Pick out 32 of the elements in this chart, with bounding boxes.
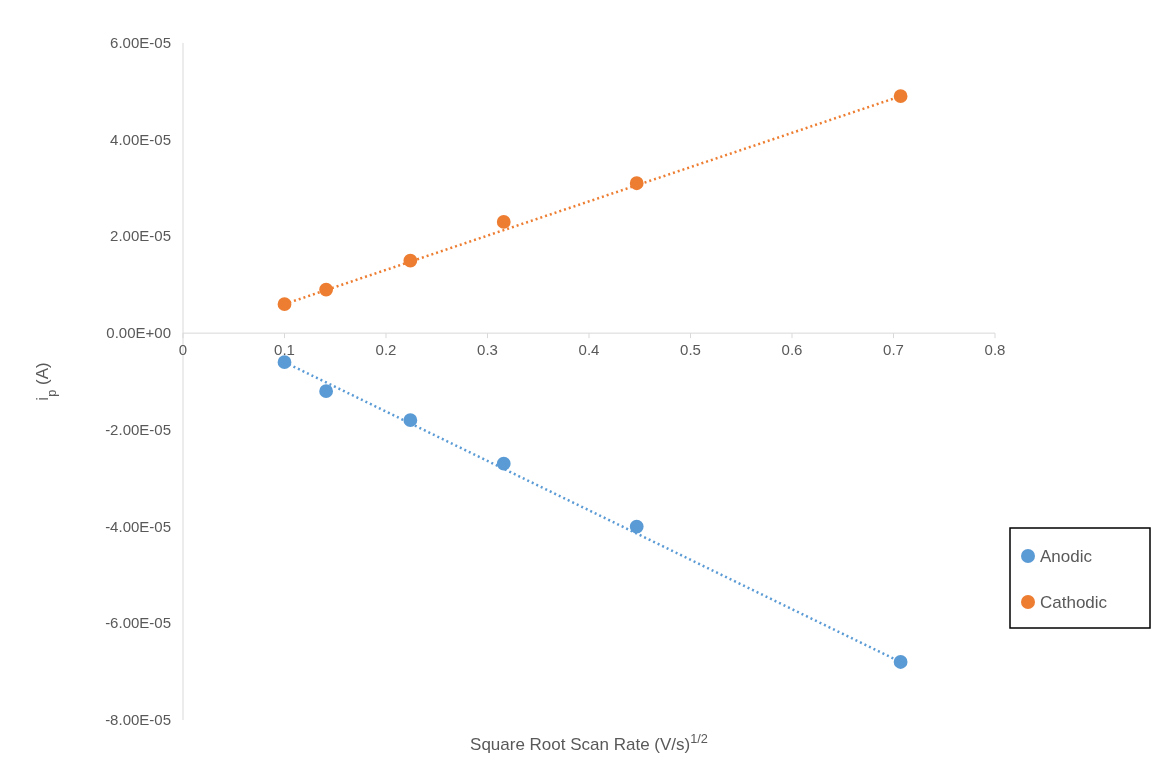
x-tick-label: 0.6 [781, 341, 803, 359]
y-tick-label: -8.00E-05 [105, 711, 171, 728]
point [893, 655, 908, 669]
point [496, 215, 511, 229]
x-tick-label: 0.5 [680, 341, 701, 359]
y-tick-label: -4.00E-05 [105, 517, 171, 535]
x-tick-label: 0.1 [274, 341, 295, 359]
point [319, 282, 334, 297]
point [629, 176, 644, 191]
x-tick-label: 0.2 [375, 341, 397, 359]
legend-label: Anodic [1040, 547, 1093, 566]
y-tick-label: -2.00E-05 [105, 420, 171, 438]
x-tick-label: 0.8 [984, 341, 1006, 359]
x-tick-label: 0 [178, 341, 188, 359]
point [277, 355, 292, 370]
point [403, 253, 418, 268]
point [893, 89, 908, 104]
y-tick-label: 0.00E+00 [106, 324, 171, 342]
x-tick-label: 0.3 [477, 341, 498, 359]
legend-label: Cathodic [1040, 593, 1108, 612]
x-tick-label: 0.4 [578, 341, 600, 359]
x-axis-title: Square Root Scan Rate (V/s)$^{1/2}$ [470, 730, 708, 754]
point [277, 297, 292, 312]
point [496, 456, 511, 471]
y-tick-label: 4.00E-05 [110, 130, 171, 148]
y-tick-label: -6.00E-05 [105, 614, 171, 632]
y-tick-label: 2.00E-05 [110, 227, 171, 245]
point [629, 519, 644, 534]
y-tick-label: 6.00E-05 [110, 34, 171, 51]
point [319, 384, 334, 399]
x-tick-label: 0.7 [883, 341, 904, 359]
point [403, 413, 418, 428]
